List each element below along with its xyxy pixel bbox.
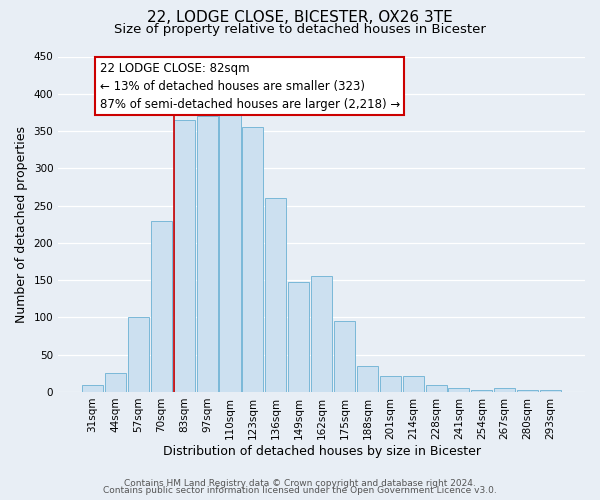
Bar — [288, 282, 309, 392]
Bar — [173, 120, 195, 392]
X-axis label: Distribution of detached houses by size in Bicester: Distribution of detached houses by size … — [163, 444, 481, 458]
Bar — [311, 276, 332, 392]
Bar — [265, 198, 286, 392]
Bar — [357, 366, 378, 392]
Text: Contains public sector information licensed under the Open Government Licence v3: Contains public sector information licen… — [103, 486, 497, 495]
Bar — [540, 390, 561, 392]
Bar — [220, 112, 241, 392]
Y-axis label: Number of detached properties: Number of detached properties — [15, 126, 28, 322]
Bar — [380, 376, 401, 392]
Bar — [82, 384, 103, 392]
Text: Contains HM Land Registry data © Crown copyright and database right 2024.: Contains HM Land Registry data © Crown c… — [124, 478, 476, 488]
Bar — [242, 128, 263, 392]
Bar — [334, 321, 355, 392]
Bar — [494, 388, 515, 392]
Bar — [105, 374, 126, 392]
Bar — [472, 390, 493, 392]
Bar — [197, 116, 218, 392]
Bar — [517, 390, 538, 392]
Bar — [128, 318, 149, 392]
Bar — [425, 384, 446, 392]
Text: 22 LODGE CLOSE: 82sqm
← 13% of detached houses are smaller (323)
87% of semi-det: 22 LODGE CLOSE: 82sqm ← 13% of detached … — [100, 62, 400, 110]
Bar — [151, 220, 172, 392]
Text: 22, LODGE CLOSE, BICESTER, OX26 3TE: 22, LODGE CLOSE, BICESTER, OX26 3TE — [147, 10, 453, 25]
Text: Size of property relative to detached houses in Bicester: Size of property relative to detached ho… — [114, 23, 486, 36]
Bar — [448, 388, 469, 392]
Bar — [403, 376, 424, 392]
